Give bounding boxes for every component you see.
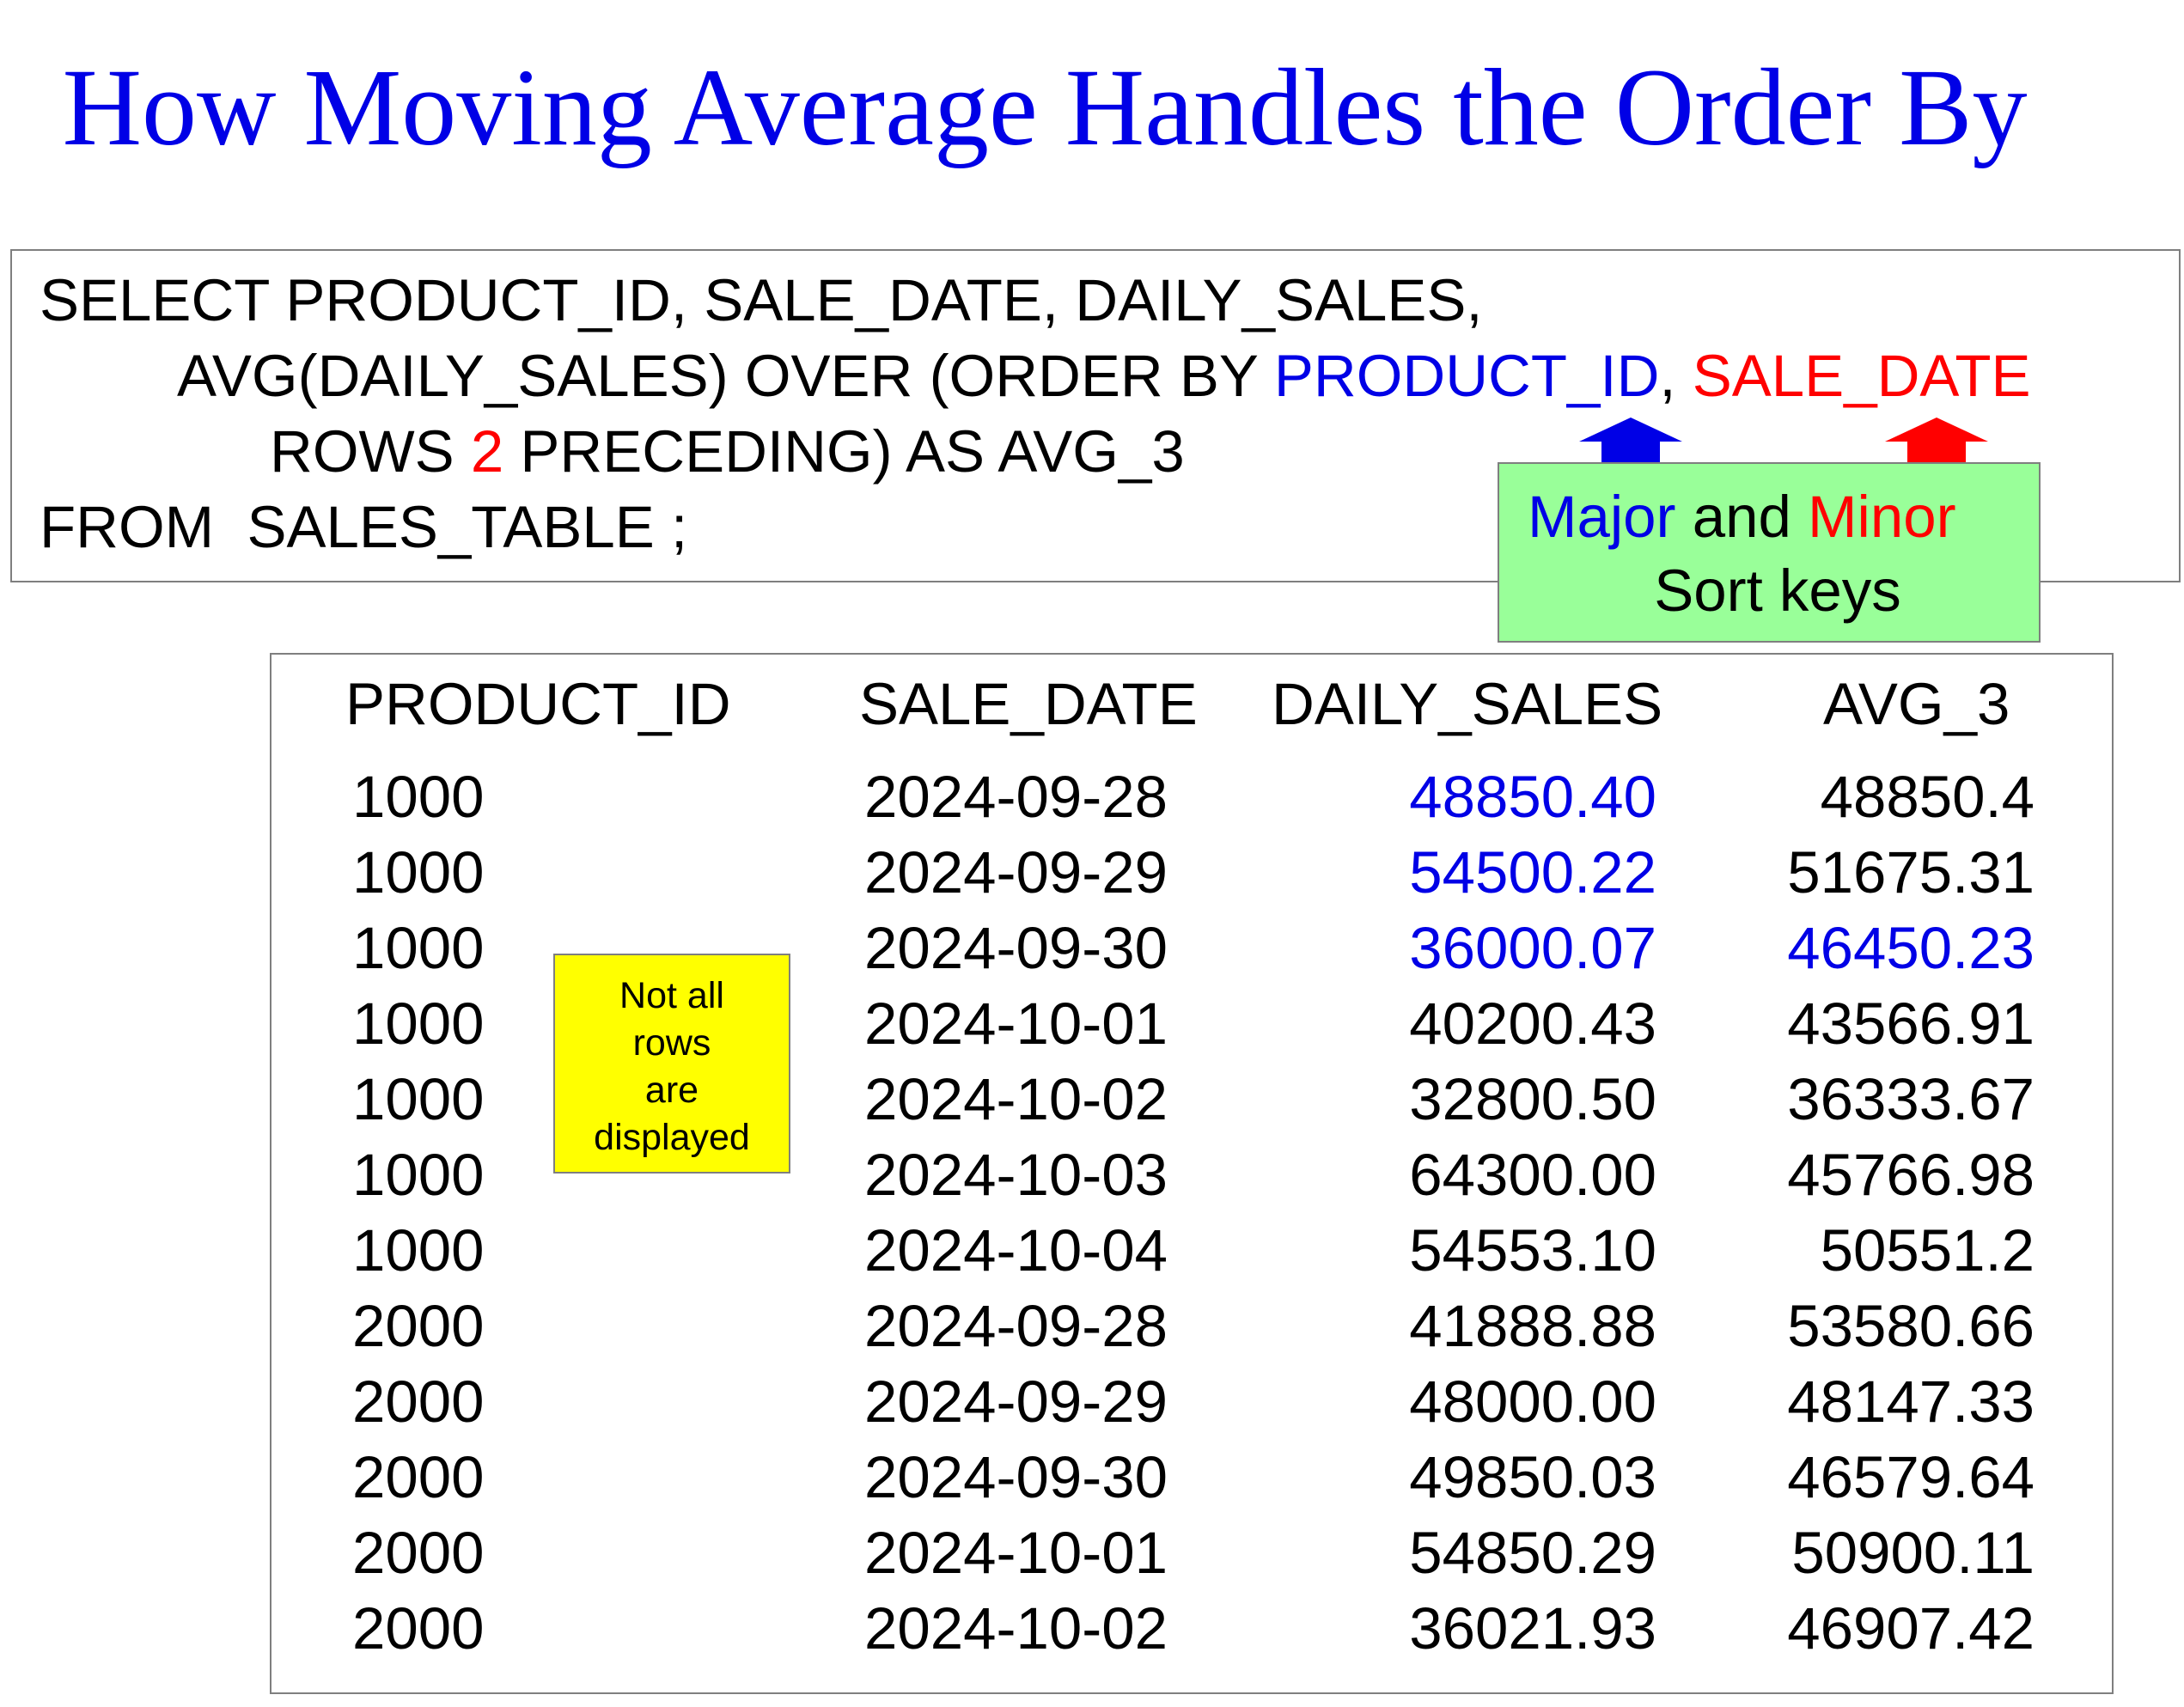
- cell-product-id: 2000: [352, 1369, 485, 1435]
- cell-product-id: 2000: [352, 1444, 485, 1510]
- cell-daily-sales: 41888.88: [1409, 1293, 1656, 1359]
- col-header-sale-date: SALE_DATE: [859, 671, 1198, 737]
- cell-sale-date: 2024-10-01: [864, 1520, 1168, 1586]
- col-header-daily-sales: DAILY_SALES: [1272, 671, 1663, 737]
- cell-avg-3: 50551.2: [1820, 1217, 2035, 1283]
- col-header-product-id: PRODUCT_ID: [345, 671, 731, 737]
- cell-product-id: 2000: [352, 1595, 485, 1661]
- cell-avg-3: 53580.66: [1787, 1293, 2035, 1359]
- sql-line-rows: ROWS 2 PRECEDING) AS AVG_3: [270, 418, 1185, 486]
- cell-daily-sales: 32800.50: [1409, 1066, 1656, 1132]
- cell-sale-date: 2024-09-30: [864, 915, 1168, 981]
- cell-avg-3: 36333.67: [1787, 1066, 2035, 1132]
- cell-sale-date: 2024-09-29: [864, 1369, 1168, 1435]
- major-sort-key: PRODUCT_ID: [1273, 343, 1660, 409]
- cell-avg-3: 48147.33: [1787, 1369, 2035, 1435]
- cell-avg-3: 48850.4: [1820, 764, 2035, 830]
- cell-sale-date: 2024-09-28: [864, 1293, 1168, 1359]
- sort-keys-line2: Sort keys: [1654, 558, 1901, 624]
- cell-sale-date: 2024-10-04: [864, 1217, 1168, 1283]
- result-table: [270, 653, 2114, 1694]
- cell-product-id: 1000: [352, 1066, 485, 1132]
- sql-line-select: SELECT PRODUCT_ID, SALE_DATE, DAILY_SALE…: [40, 267, 1483, 333]
- cell-product-id: 2000: [352, 1520, 485, 1586]
- cell-daily-sales: 48850.40: [1409, 764, 1656, 830]
- preceding-count: 2: [470, 418, 504, 485]
- callout-minor: Minor: [1808, 484, 1956, 550]
- cell-daily-sales: 64300.00: [1409, 1142, 1656, 1208]
- cell-daily-sales: 40200.43: [1409, 991, 1656, 1057]
- major-key-arrow-icon: [1579, 418, 1682, 464]
- sql-avg-over-text: AVG(DAILY_SALES) OVER (ORDER BY: [177, 343, 1274, 409]
- cell-avg-3: 43566.91: [1787, 991, 2035, 1057]
- sql-rows-text: ROWS: [270, 418, 471, 485]
- cell-product-id: 1000: [352, 764, 485, 830]
- cell-avg-3: 46579.64: [1787, 1444, 2035, 1510]
- cell-avg-3: 46450.23: [1787, 915, 2035, 981]
- cell-avg-3: 50900.11: [1791, 1520, 2035, 1586]
- cell-product-id: 1000: [352, 991, 485, 1057]
- cell-daily-sales: 48000.00: [1409, 1369, 1656, 1435]
- sort-keys-callout: Major and Minor Sort keys: [1498, 462, 2041, 643]
- minor-key-arrow-icon: [1885, 418, 1988, 464]
- cell-avg-3: 46907.42: [1787, 1595, 2035, 1661]
- cell-product-id: 2000: [352, 1293, 485, 1359]
- cell-daily-sales: 36021.93: [1409, 1595, 1656, 1661]
- sql-comma: ,: [1659, 343, 1693, 409]
- cell-sale-date: 2024-10-02: [864, 1066, 1168, 1132]
- rows-note: Not all rows are displayed: [553, 954, 790, 1174]
- cell-product-id: 1000: [352, 915, 485, 981]
- cell-product-id: 1000: [352, 1142, 485, 1208]
- sql-preceding-text: PRECEDING) AS AVG_3: [503, 418, 1185, 485]
- callout-major: Major: [1528, 484, 1676, 550]
- cell-sale-date: 2024-10-03: [864, 1142, 1168, 1208]
- sort-keys-line1: Major and Minor: [1528, 479, 1956, 555]
- cell-sale-date: 2024-10-02: [864, 1595, 1168, 1661]
- sql-line-from: FROM SALES_TABLE ;: [40, 494, 688, 560]
- cell-product-id: 1000: [352, 839, 485, 905]
- callout-and: and: [1675, 484, 1809, 550]
- sql-line-avg: AVG(DAILY_SALES) OVER (ORDER BY PRODUCT_…: [177, 342, 2030, 411]
- cell-avg-3: 51675.31: [1787, 839, 2035, 905]
- cell-avg-3: 45766.98: [1787, 1142, 2035, 1208]
- cell-sale-date: 2024-09-28: [864, 764, 1168, 830]
- cell-daily-sales: 54850.29: [1409, 1520, 1656, 1586]
- cell-product-id: 1000: [352, 1217, 485, 1283]
- cell-sale-date: 2024-10-01: [864, 991, 1168, 1057]
- page-title: How Moving Average Handles the Order By: [62, 46, 2028, 168]
- cell-daily-sales: 36000.07: [1409, 915, 1656, 981]
- cell-daily-sales: 49850.03: [1409, 1444, 1656, 1510]
- col-header-avg-3: AVG_3: [1823, 671, 2010, 737]
- minor-sort-key: SALE_DATE: [1692, 343, 2031, 409]
- cell-sale-date: 2024-09-29: [864, 839, 1168, 905]
- sql-query-box: SELECT PRODUCT_ID, SALE_DATE, DAILY_SALE…: [10, 249, 2181, 582]
- cell-daily-sales: 54500.22: [1409, 839, 1656, 905]
- cell-sale-date: 2024-09-30: [864, 1444, 1168, 1510]
- cell-daily-sales: 54553.10: [1409, 1217, 1656, 1283]
